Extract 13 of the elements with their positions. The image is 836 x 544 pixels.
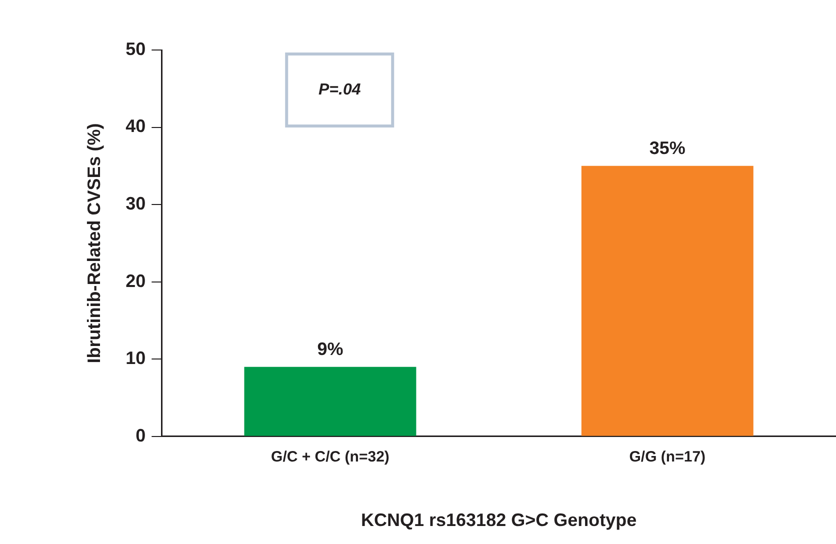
x-tick-label: G/G (n=17) <box>629 448 706 466</box>
y-tick-label: 40 <box>126 116 146 136</box>
x-axis-title: KCNQ1 rs163182 G>C Genotype <box>361 510 637 530</box>
y-tick-label: 30 <box>126 194 146 214</box>
y-tick-label: 50 <box>126 38 146 59</box>
data-label: 35% <box>649 138 686 158</box>
y-tick-label: 0 <box>136 425 146 446</box>
x-tick-label: G/C + C/C (n=32) <box>271 448 390 466</box>
y-tick-label: 10 <box>126 348 146 368</box>
y-axis-title: Ibrutinib-Related CVSEs (%) <box>84 123 104 364</box>
annotation: P=.04 <box>318 81 361 98</box>
data-label: 9% <box>317 338 344 359</box>
y-tick-label: 20 <box>126 270 146 291</box>
